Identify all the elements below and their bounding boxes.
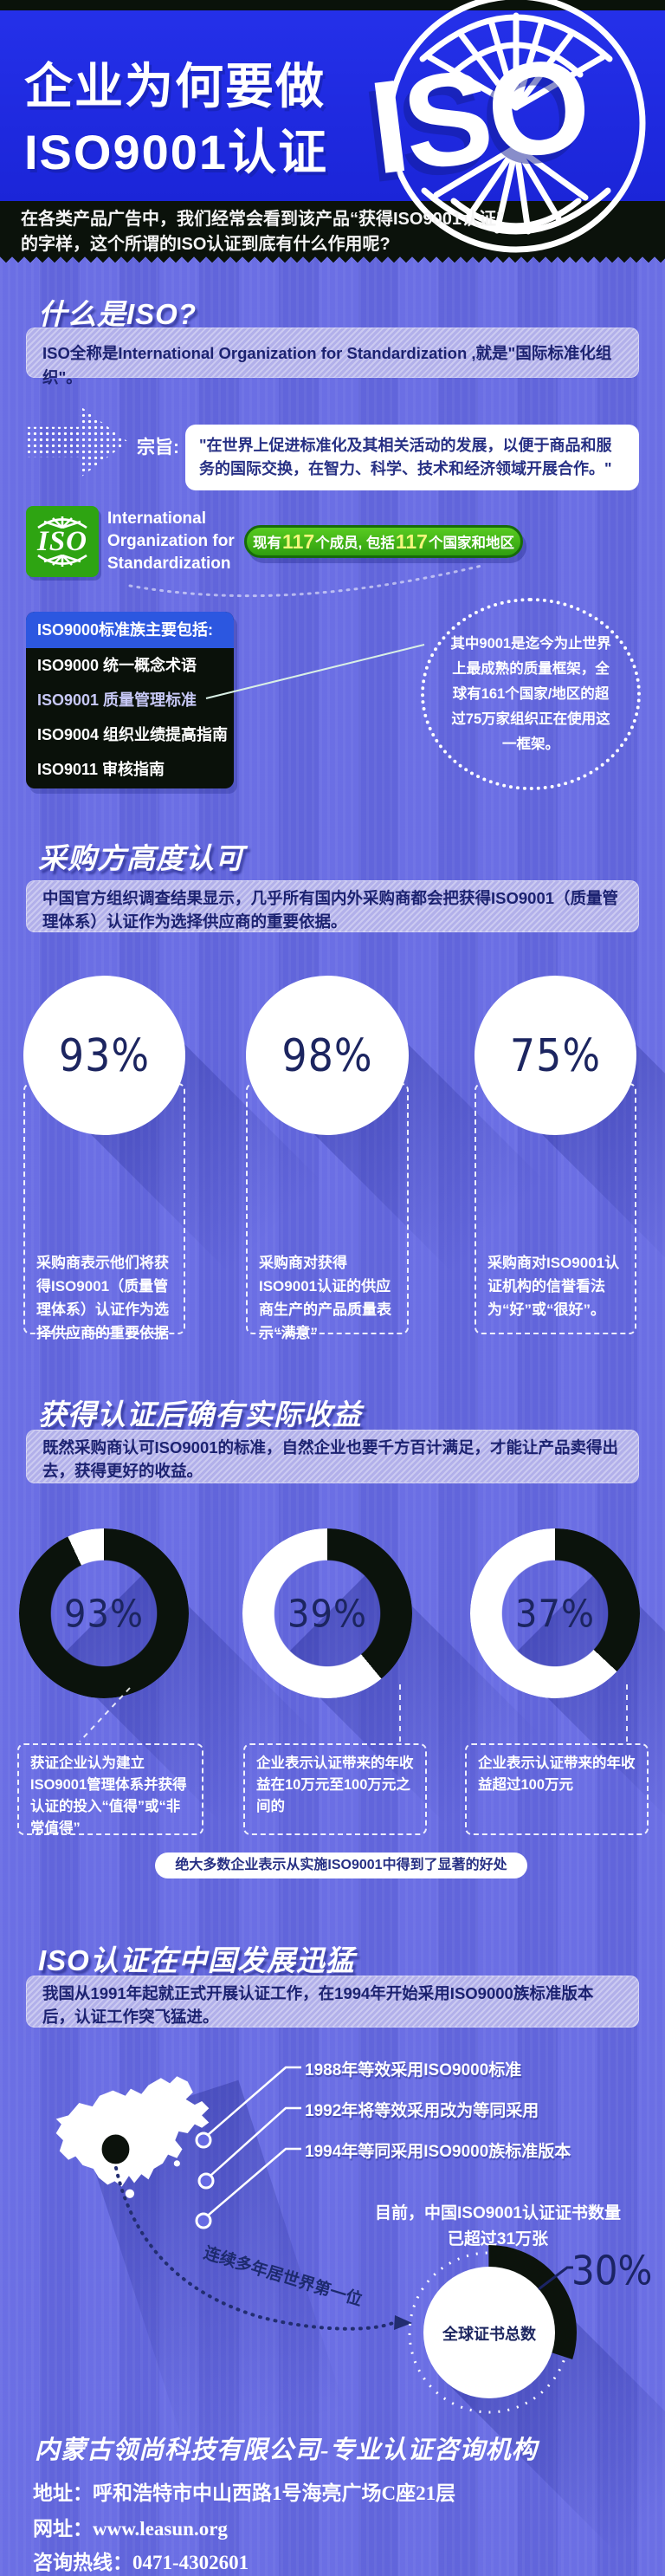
buyers-lead-box: 中国官方组织调查结果显示，几乎所有国内外采购商都会把获得ISO9001（质量管理… [26, 880, 639, 932]
logo-caption-line3: Standardization [107, 555, 231, 573]
section-heading-buyers: 采购方高度认可 [38, 842, 244, 874]
family-item-iso9004: ISO9004 组织业绩提高指南 [37, 726, 229, 743]
benefits-donut3 [470, 1528, 640, 1698]
buyers-stat2-box: 采购商对获得ISO9001认证的供应商生产的产品质量表示“满意” [246, 1083, 409, 1341]
iso9001-callout-connector [205, 644, 425, 699]
footer-hotline: 咨询热线：0471-4302601 [33, 2552, 249, 2573]
pie-label: 全球证书总数 [442, 2326, 536, 2343]
logo-globe-bottom-icon [37, 555, 87, 567]
members-suffix: 个国家和地区 [428, 535, 514, 551]
benefits-stat3-desc: 企业表示认证带来的年收益超过100万元 [478, 1755, 636, 1793]
family-header: ISO9000标准族主要包括: [26, 612, 234, 648]
china-cert-count-line2: 已超过31万张 [447, 2230, 549, 2248]
timeline-item-1988: 1988年等效采用ISO9000标准 [305, 2061, 522, 2080]
benefits-stat2-desc: 企业表示认证带来的年收益在10万元至100万元之间的 [256, 1755, 414, 1814]
family-item-iso9011: ISO9011 审核指南 [37, 761, 165, 778]
buyers-stat1-circle: 93% [23, 976, 185, 1135]
benefits-lead-box: 既然采购商认可ISO9001的标准，自然企业也要千方百计满足，才能让产品卖得出去… [26, 1430, 639, 1483]
intro-line1: 在各类产品广告中，我们经常会看到该产品“获得ISO9001认证” [21, 210, 505, 229]
footer-address: 地址：呼和浩特市中山西路1号海亮广场C座21层 [33, 2482, 456, 2504]
family-item-iso9000: ISO9000 统一概念术语 [37, 657, 197, 674]
benefits-stat1-box: 获证企业认为建立ISO9001管理体系并获得认证的投入“值得”或“非常值得” [17, 1743, 203, 1836]
dotted-arrowhead [394, 2315, 412, 2330]
iso-definition-box: ISO全称是International Organization for Sta… [26, 328, 639, 386]
globe-icon [386, 0, 646, 253]
family-item-iso9001: ISO9001 质量管理标准 [37, 691, 197, 709]
logo-word: ISO [36, 526, 88, 557]
benefits-donut1-value: 93% [64, 1592, 144, 1637]
pie-value: 30% [571, 2247, 653, 2294]
benefits-stat1-desc: 获证企业认为建立ISO9001管理体系并获得认证的投入“值得”或“非常值得” [30, 1755, 187, 1836]
china-cert-count: 目前，中国ISO9001认证证书数量 已超过31万张 [372, 2201, 623, 2253]
benefits-donut3-value: 37% [515, 1592, 595, 1637]
logo-globe-top-icon [37, 516, 87, 529]
logo-caption-line1: International [107, 509, 207, 528]
purpose-label: 宗旨: [137, 438, 179, 457]
footer-company: 内蒙古领尚科技有限公司-专业认证咨询机构 [35, 2436, 538, 2464]
map-center-dot [99, 2132, 132, 2167]
logo-caption: International Organization for Standardi… [107, 508, 255, 575]
section-heading-what-is-iso: 什么是ISO? [38, 298, 197, 330]
buyers-stat2-circle: 98% [246, 976, 409, 1135]
members-count: 117 [282, 530, 315, 553]
top-banner [0, 0, 665, 201]
page-title: 企业为何要做 ISO9001认证 [24, 54, 328, 185]
section-heading-china: ISO认证在中国发展迅猛 [38, 1944, 355, 1976]
buyers-stat3-value: 75% [509, 1028, 602, 1082]
iso9001-callout-ellipse: 其中9001是迄今为止世界上最成熟的质量框架，全球有161个国家/地区的超过75… [421, 598, 641, 790]
dotted-arrow-icon [26, 405, 128, 479]
regions-count: 117 [395, 530, 428, 553]
page-title-line1: 企业为何要做 [24, 59, 326, 114]
zigzag-divider [0, 256, 665, 263]
benefits-stat2-box: 企业表示认证带来的年收益在10万元至100万元之间的 [243, 1743, 427, 1835]
buyers-stat1-desc: 采购商表示他们将获得ISO9001（质量管理体系）认证作为选择供应商的重要依据 [36, 1255, 169, 1341]
footer-website: 网址：www.leasun.org [33, 2518, 228, 2540]
timeline-item-1992: 1992年将等效采用改为等同采用 [305, 2102, 539, 2120]
logo-caption-line2: Organization for [107, 532, 235, 550]
benefits-summary-pill: 绝大多数企业表示从实施ISO9001中得到了显著的好处 [155, 1853, 527, 1878]
benefits-donut1 [19, 1528, 189, 1698]
china-cert-count-line1: 目前，中国ISO9001认证证书数量 [375, 2204, 621, 2222]
benefits-donut2-value: 39% [287, 1592, 367, 1637]
members-pill: 现有 117 个成员, 包括 117 个国家和地区 [244, 525, 523, 558]
buyers-stat3-circle: 75% [475, 976, 636, 1135]
intro-line2: 的字样，这个所谓的ISO认证到底有什么作用呢? [21, 235, 391, 254]
members-mid: 个成员, 包括 [315, 535, 395, 551]
timeline-item-1994: 1994年等同采用ISO9000族标准版本 [305, 2143, 571, 2161]
buyers-stat1-value: 93% [58, 1028, 151, 1082]
buyers-stat2-desc: 采购商对获得ISO9001认证的供应商生产的产品质量表示“满意” [259, 1255, 391, 1341]
hainan-island [125, 2189, 135, 2198]
buyers-stat2-value: 98% [281, 1028, 373, 1082]
benefits-stat3-box: 企业表示认证带来的年收益超过100万元 [465, 1743, 649, 1835]
buyers-stat3-desc: 采购商对ISO9001认证机构的信誉看法为“好”或“很好”。 [487, 1255, 620, 1318]
members-prefix: 现有 [253, 535, 282, 551]
top-border-strip [0, 0, 665, 10]
purpose-box: "在世界上促进标准化及其相关活动的发展，以便于商品和服务的国际交换，在智力、科学… [185, 425, 639, 490]
iso9001-callout-text: 其中9001是迄今为止世界上最成熟的质量框架，全球有161个国家/地区的超过75… [450, 635, 611, 752]
pie-value-pointer [538, 2266, 573, 2291]
intro-text: 在各类产品广告中，我们经常会看到该产品“获得ISO9001认证” 的字样，这个所… [21, 207, 506, 257]
iso-logo: ISO [26, 506, 99, 577]
china-lead-box: 我国从1991年起就正式开展认证工作，在1994年开始采用ISO9000族标准版… [26, 1976, 639, 2028]
china-map [55, 2076, 210, 2198]
taiwan-island [173, 2160, 180, 2167]
iso9000-family-box: ISO9000标准族主要包括: ISO9000 统一概念术语 ISO9001 质… [26, 612, 234, 788]
buyers-stat1-box: 采购商表示他们将获得ISO9001（质量管理体系）认证作为选择供应商的重要依据 [23, 1083, 185, 1341]
benefits-donut2 [242, 1528, 412, 1698]
page-title-line2: ISO9001认证 [24, 125, 329, 179]
iso-wordmark: ISO [362, 29, 596, 203]
section-heading-benefits: 获得认证后确有实际收益 [38, 1398, 362, 1431]
